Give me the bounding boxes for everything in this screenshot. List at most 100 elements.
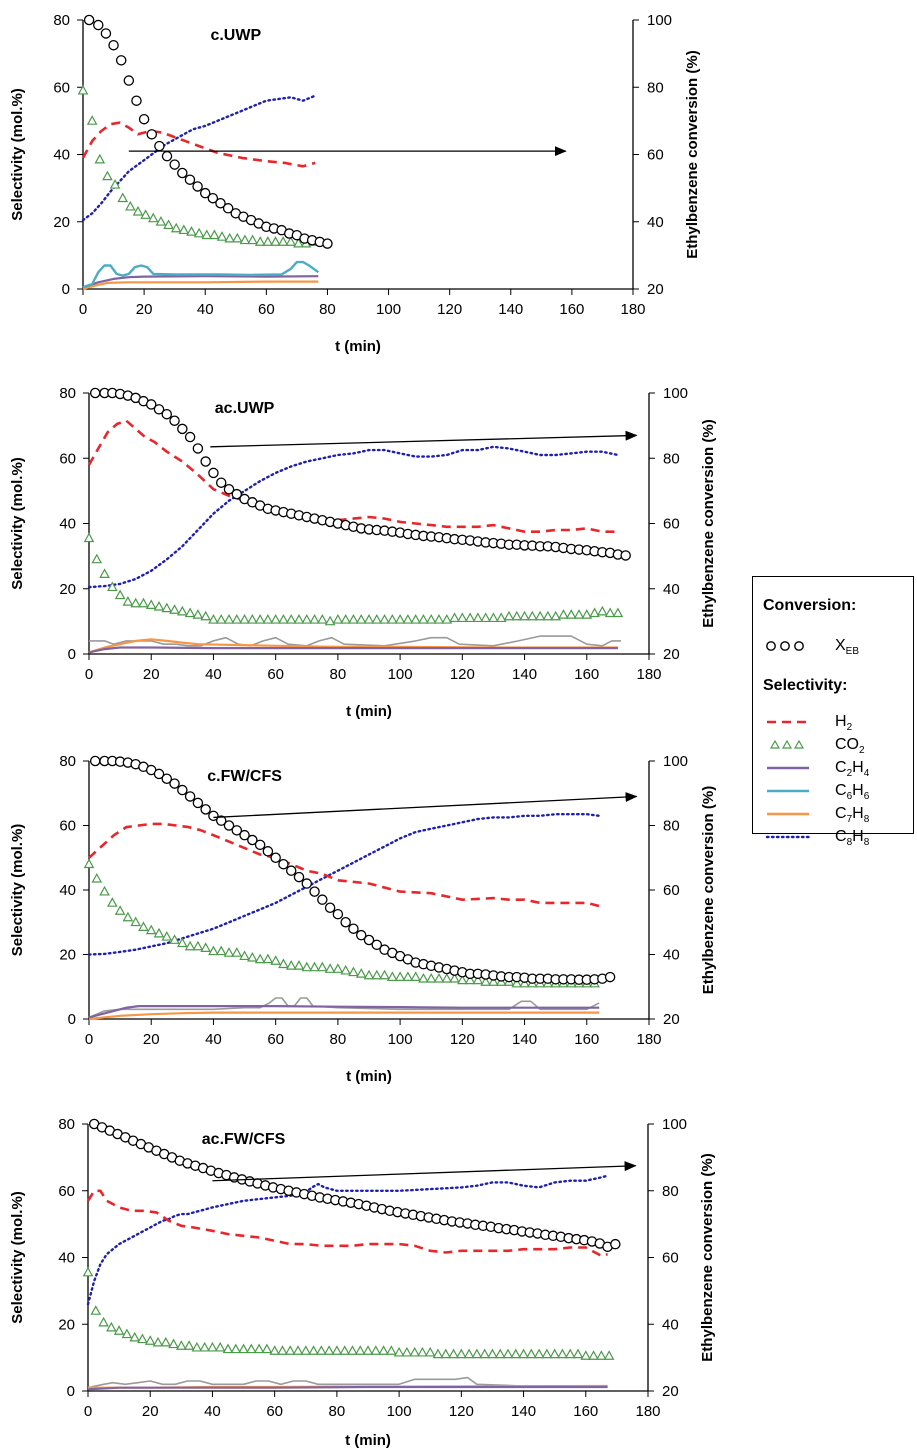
xeb-point <box>247 834 258 846</box>
co2-point <box>331 1345 343 1355</box>
co2-point <box>387 614 398 624</box>
x-tick-label: 20 <box>143 666 160 683</box>
x-axis-label: t (min) <box>346 1068 392 1085</box>
co2-point <box>184 940 196 951</box>
co2-point <box>247 614 258 624</box>
co2-point <box>463 1348 475 1359</box>
co2-point <box>216 231 228 241</box>
co2-point <box>106 1321 117 1332</box>
series-c6h6 <box>82 260 320 289</box>
x-tick-label: 180 <box>636 666 661 683</box>
co2-point <box>86 115 98 125</box>
co2-point <box>247 951 258 962</box>
co2-point <box>223 947 235 957</box>
xeb-point <box>89 755 101 767</box>
co2-point <box>424 1346 436 1357</box>
series-h2 <box>86 1189 608 1258</box>
co2-point <box>168 1338 179 1349</box>
co2-point <box>186 226 197 236</box>
xeb-point <box>363 934 375 946</box>
co2-point <box>541 1348 553 1359</box>
co2-point <box>132 205 144 216</box>
co2-point <box>278 958 289 969</box>
x-axis-label: t (min) <box>335 338 381 355</box>
xeb-point <box>262 846 274 857</box>
x-tick-label: 20 <box>142 1403 159 1420</box>
co2-point <box>107 897 118 907</box>
xeb-point <box>169 415 180 426</box>
co2-point <box>597 605 608 616</box>
co2-point <box>580 1350 592 1360</box>
co2-point <box>208 614 219 624</box>
chart-panel-3: 0 20 40 60 80 100 120 140 160 180 0 20 40 60 80 20 40 60 8… <box>9 753 717 1085</box>
co2-point <box>130 597 141 608</box>
co2-point <box>284 1345 296 1355</box>
x-tick-label: 0 <box>85 666 93 683</box>
y-tick-label: 60 <box>59 818 76 835</box>
co2-point <box>456 1348 467 1359</box>
series-c2h4 <box>88 646 618 654</box>
y2-tick-label: 60 <box>663 882 680 899</box>
x-tick-label: 60 <box>266 1403 283 1420</box>
co2-point <box>371 614 383 624</box>
xeb-point <box>231 488 243 500</box>
co2-point <box>394 971 406 981</box>
co2-point <box>340 614 351 624</box>
xeb-point <box>169 778 180 789</box>
y-tick-label: 20 <box>53 214 70 231</box>
co2-point <box>192 609 204 619</box>
co2-point <box>378 1345 389 1355</box>
x-tick-label: 120 <box>450 666 475 683</box>
co2-point <box>192 940 204 951</box>
co2-point <box>317 961 328 972</box>
co2-point <box>238 1343 249 1354</box>
legend-symbol-c7h8 <box>767 812 809 816</box>
xeb-point <box>340 916 351 928</box>
co2-point <box>502 1348 514 1359</box>
x-tick-label: 120 <box>450 1031 475 1048</box>
y2-tick-label: 60 <box>663 516 680 533</box>
co2-point <box>231 947 243 957</box>
co2-point <box>612 607 624 618</box>
x-tick-label: 60 <box>267 1031 284 1048</box>
x-tick-label: 140 <box>498 301 523 318</box>
co2-point <box>534 610 546 621</box>
co2-point <box>102 170 113 181</box>
xeb-point <box>177 167 188 179</box>
co2-point <box>510 1348 522 1359</box>
co2-point <box>519 610 530 621</box>
series-c2h4 <box>88 1005 600 1019</box>
co2-point <box>441 614 453 624</box>
co2-point <box>418 614 429 624</box>
chart-panel-4: 0 20 40 60 80 100 120 140 160 180 0 20 40 60 80 20 40 60 8… <box>9 1116 716 1449</box>
xeb-point <box>123 75 135 86</box>
y-tick-label: 40 <box>58 1250 75 1267</box>
x-tick-label: 140 <box>512 666 537 683</box>
y-axis-label: Selectivity (mol.%) <box>9 457 26 590</box>
co2-point <box>301 961 313 972</box>
co2-point <box>293 237 304 248</box>
y2-tick-label: 80 <box>663 818 680 835</box>
series-line-h2 <box>88 822 600 908</box>
co2-point <box>292 1345 304 1355</box>
legend-marker <box>794 641 804 651</box>
co2-point <box>170 222 182 233</box>
co2-point <box>254 953 266 964</box>
series-c2h4 <box>82 275 319 289</box>
y2-axis-label: Ethylbenzene conversion (%) <box>700 419 717 627</box>
axis-pointer-arrow <box>213 792 638 819</box>
y2-tick-label: 20 <box>662 1383 679 1400</box>
series-c7h8 <box>88 638 618 654</box>
legend-item-c6h6: C6H6 <box>753 780 913 802</box>
co2-point <box>301 614 313 624</box>
co2-point <box>362 1345 374 1355</box>
co2-point <box>94 153 106 164</box>
y2-tick-label: 40 <box>647 214 664 231</box>
legend-marker <box>793 739 805 749</box>
series-line-gray <box>87 1376 608 1389</box>
co2-point <box>348 614 359 624</box>
co2-point <box>199 1341 210 1352</box>
co2-point <box>99 885 110 896</box>
xeb-point <box>138 113 150 125</box>
co2-point <box>247 234 258 245</box>
